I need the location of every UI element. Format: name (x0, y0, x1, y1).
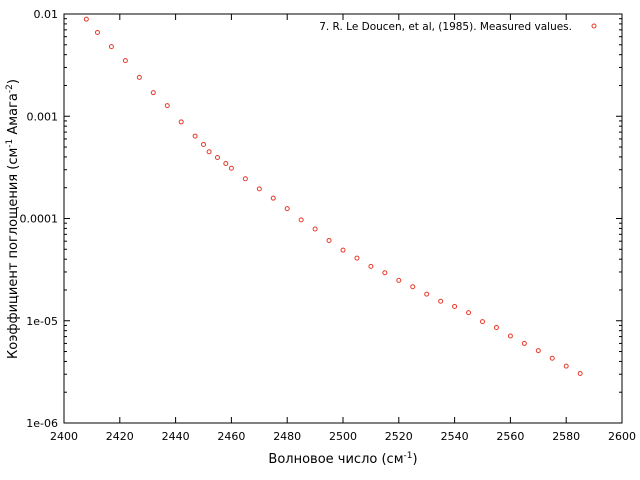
data-point (354, 255, 360, 261)
data-point (150, 90, 156, 96)
data-point (214, 154, 220, 160)
data-point (136, 74, 142, 80)
y-tick-label: 0.01 (34, 8, 59, 21)
y-tick-label: 0.0001 (20, 213, 59, 226)
x-tick-label: 2540 (441, 430, 469, 443)
data-point (466, 310, 472, 316)
data-point (577, 370, 583, 376)
plot-area-border (63, 13, 623, 424)
x-tick-label: 2400 (50, 430, 78, 443)
data-point (108, 44, 114, 50)
data-point (493, 324, 499, 330)
x-tick-label: 2580 (552, 430, 580, 443)
x-tick-label: 2560 (496, 430, 524, 443)
data-point (396, 277, 402, 283)
data-series (83, 16, 583, 376)
x-tick-label: 2500 (329, 430, 357, 443)
y-tick-label: 0.001 (27, 110, 59, 123)
data-point (206, 149, 212, 155)
y-tick-label: 1e-05 (26, 315, 58, 328)
x-tick-label: 2460 (217, 430, 245, 443)
x-axis: 2400 2420 2440 2460 2480 2500 2520 2540 2560 2580… (50, 14, 636, 443)
x-tick-label: 2520 (385, 430, 413, 443)
data-point (178, 119, 184, 125)
data-point (83, 16, 89, 22)
y-axis-title: Коэффициент поглощения (см-1 Амага-2) (5, 79, 21, 359)
data-point (368, 263, 374, 269)
data-point (521, 340, 527, 346)
data-point (563, 363, 569, 369)
data-point (298, 217, 304, 223)
data-point (424, 291, 430, 297)
x-tick-label: 2440 (162, 430, 190, 443)
data-point (122, 58, 128, 64)
legend-label: 7. R. Le Doucen, et al, (1985). Measured… (319, 21, 572, 33)
data-point (452, 303, 458, 309)
data-point (549, 355, 555, 361)
y-axis: 1e-06 1e-05 0.0001 0.001 0.01 (20, 8, 622, 430)
data-point (382, 270, 388, 276)
legend: 7. R. Le Doucen, et al, (1985). Measured… (319, 21, 597, 33)
x-axis-title: Волновое число (см-1) (268, 451, 417, 467)
data-point (340, 247, 346, 253)
data-point (284, 206, 290, 212)
data-point (94, 29, 100, 35)
data-point (192, 133, 198, 139)
x-tick-label: 2600 (608, 430, 636, 443)
legend-marker (591, 23, 597, 29)
data-point (228, 165, 234, 171)
data-point (270, 195, 276, 201)
data-point (507, 333, 513, 339)
data-point (438, 298, 444, 304)
data-point (201, 141, 206, 147)
data-point (326, 237, 332, 243)
data-point (410, 284, 416, 290)
x-tick-label: 2420 (106, 430, 134, 443)
data-point (256, 186, 262, 192)
data-point (312, 226, 318, 232)
x-tick-label: 2480 (273, 430, 301, 443)
data-point (535, 348, 541, 354)
data-point (242, 176, 248, 182)
data-point (164, 103, 170, 109)
y-tick-label: 1e-06 (26, 417, 58, 430)
data-point (223, 161, 229, 167)
data-point (480, 319, 485, 325)
